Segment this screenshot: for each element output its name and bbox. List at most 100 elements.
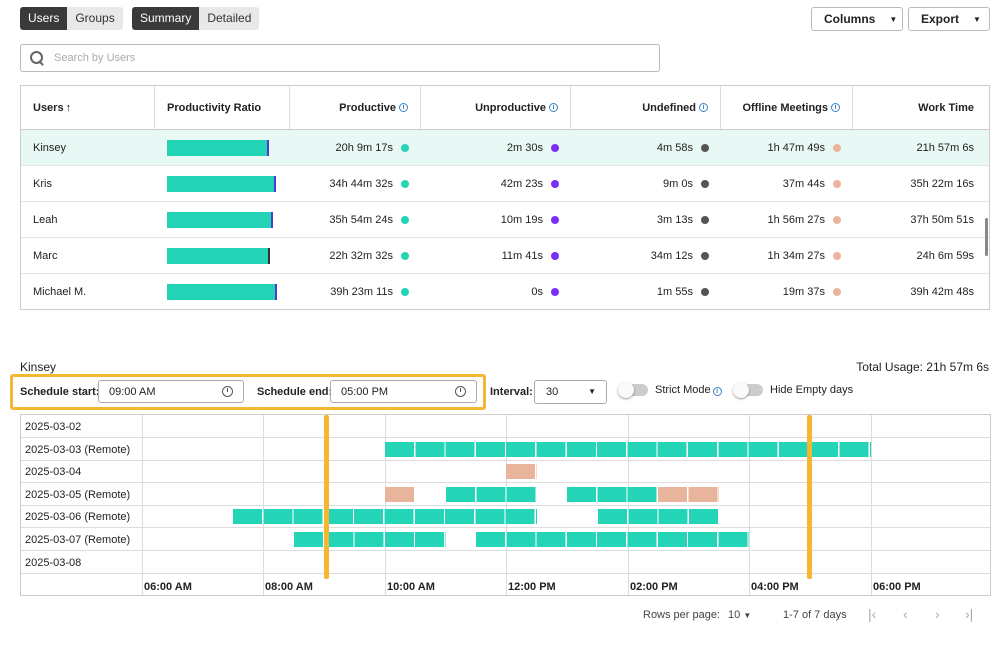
header-offline-meetings[interactable]: Offline Meetings i (721, 86, 853, 129)
productive-dot-icon (401, 143, 409, 152)
info-icon[interactable]: i (699, 103, 708, 112)
timeline-gridline (749, 415, 750, 595)
schedule-end-label: Schedule end: (257, 386, 333, 398)
info-icon[interactable]: i (549, 103, 558, 112)
productive-block[interactable] (567, 486, 658, 502)
table-row[interactable]: Michael M. 39h 23m 11s 0s 1m 55s 19m 37s 39h … (21, 274, 989, 309)
unproductive-fill (267, 139, 269, 156)
schedule-start-input[interactable]: 09:00 AM (98, 380, 244, 403)
previous-page-icon[interactable]: ‹ (903, 606, 908, 622)
summary-toggle[interactable]: Summary (132, 7, 200, 30)
productive-fill (167, 139, 268, 156)
offline-meetings-cell: 1h 56m 27s (721, 202, 853, 237)
timeline-row: 2025-03-06 (Remote) (21, 505, 990, 529)
productive-block[interactable] (476, 532, 749, 547)
undefined-value: 4m 58s (656, 141, 693, 154)
groups-toggle[interactable]: Groups (67, 7, 123, 30)
undefined-value: 9m 0s (663, 177, 693, 190)
offline-block[interactable] (506, 464, 537, 480)
productive-block[interactable] (385, 441, 871, 457)
productive-block[interactable] (233, 509, 537, 525)
last-page-icon[interactable]: ›| (965, 606, 974, 622)
unproductive-fill (275, 283, 277, 300)
schedule-start-value: 09:00 AM (109, 385, 156, 398)
unproductive-dot-icon (551, 179, 559, 188)
clock-icon[interactable] (455, 386, 466, 397)
productive-fill (167, 247, 269, 264)
offline-dot-icon (833, 215, 841, 224)
timeline-gridline (142, 415, 143, 595)
header-unproductive[interactable]: Unproductive i (421, 86, 571, 129)
productive-dot-icon (401, 251, 409, 260)
columns-button[interactable]: Columns ▼ (811, 7, 903, 31)
schedule-timeline: 2025-03-02 2025-03-03 (Remote) 2025-03-04 2… (20, 414, 991, 596)
productivity-ratio-cell (155, 238, 290, 273)
work-time-value: 37h 50m 51s (910, 213, 974, 226)
timeline-gridline (506, 415, 507, 595)
table-scrollbar[interactable] (985, 218, 988, 256)
next-page-icon[interactable]: › (935, 606, 940, 622)
offline-value: 1h 34m 27s (767, 249, 825, 262)
view-toggle-users-groups: Users Groups (20, 7, 123, 30)
table-row[interactable]: Kris 34h 44m 32s 42m 23s 9m 0s 37m 44s 35h 22… (21, 166, 989, 202)
unproductive-cell: 2m 30s (421, 130, 571, 165)
header-undefined[interactable]: Undefined i (571, 86, 721, 129)
info-icon[interactable]: i (712, 387, 722, 396)
interval-select[interactable]: 30 ▼ (534, 380, 607, 404)
view-toggle-summary-detailed: Summary Detailed (132, 7, 260, 30)
header-work-label: Work Time (918, 101, 974, 114)
undefined-dot-icon (701, 287, 709, 296)
export-button[interactable]: Export ▼ (908, 7, 990, 31)
first-page-icon[interactable]: |‹ (868, 606, 877, 622)
productive-dot-icon (401, 215, 409, 224)
undefined-cell: 1m 55s (571, 274, 721, 309)
productive-cell: 34h 44m 32s (290, 166, 421, 201)
table-row[interactable]: Marc 22h 32m 32s 11m 41s 34m 12s 1h 34m 27s 2… (21, 238, 989, 274)
offline-block[interactable] (385, 486, 415, 502)
day-label: 2025-03-07 (Remote) (25, 534, 131, 546)
time-axis-label: 02:00 PM (630, 581, 678, 593)
user-name: Kinsey (33, 141, 67, 154)
search-input[interactable] (54, 52, 634, 64)
productive-cell: 22h 32m 32s (290, 238, 421, 273)
productive-dot-icon (401, 287, 409, 296)
unproductive-cell: 11m 41s (421, 238, 571, 273)
undefined-value: 3m 13s (656, 213, 693, 226)
offline-block[interactable] (658, 486, 719, 502)
schedule-end-input[interactable]: 05:00 PM (330, 380, 477, 403)
detailed-toggle[interactable]: Detailed (199, 7, 260, 30)
hide-empty-days-toggle[interactable] (733, 382, 763, 398)
work-time-cell: 35h 22m 16s (853, 166, 986, 201)
productive-block[interactable] (294, 532, 446, 547)
offline-meetings-cell: 37m 44s (721, 166, 853, 201)
clock-icon[interactable] (222, 386, 233, 397)
productive-cell: 35h 54m 24s (290, 202, 421, 237)
offline-value: 1h 56m 27s (767, 213, 825, 226)
table-row[interactable]: Kinsey 20h 9m 17s 2m 30s 4m 58s 1h 47m 49s 21… (21, 130, 989, 166)
undefined-cell: 3m 13s (571, 202, 721, 237)
header-users[interactable]: Users ↑ (21, 86, 155, 129)
offline-value: 19m 37s (782, 285, 825, 298)
header-productive[interactable]: Productive i (290, 86, 421, 129)
day-label: 2025-03-02 (25, 421, 82, 433)
productive-block[interactable] (446, 486, 537, 502)
table-header: Users ↑ Productivity Ratio Productive i Un… (21, 86, 989, 130)
unproductive-dot-icon (551, 215, 559, 224)
productive-value: 39h 23m 11s (330, 285, 393, 298)
schedule-highlight-box (10, 374, 486, 410)
productive-block[interactable] (598, 509, 719, 525)
strict-mode-toggle[interactable] (618, 382, 648, 398)
work-time-cell: 39h 42m 48s (853, 274, 986, 309)
interval-value: 30 (546, 386, 559, 398)
table-row[interactable]: Leah 35h 54m 24s 10m 19s 3m 13s 1h 56m 27s 37… (21, 202, 989, 238)
header-productivity-ratio[interactable]: Productivity Ratio (155, 86, 290, 129)
info-icon[interactable]: i (831, 103, 840, 112)
info-icon[interactable]: i (399, 103, 408, 112)
header-work-time[interactable]: Work Time (853, 86, 986, 129)
caret-down-icon: ▼ (973, 14, 981, 24)
rows-per-page-select[interactable]: 10 ▼ (728, 609, 751, 621)
day-label: 2025-03-06 (Remote) (25, 511, 131, 524)
timeline-row: 2025-03-07 (Remote) (21, 528, 990, 551)
users-toggle[interactable]: Users (20, 7, 68, 30)
pagination-range: 1-7 of 7 days (783, 609, 847, 621)
